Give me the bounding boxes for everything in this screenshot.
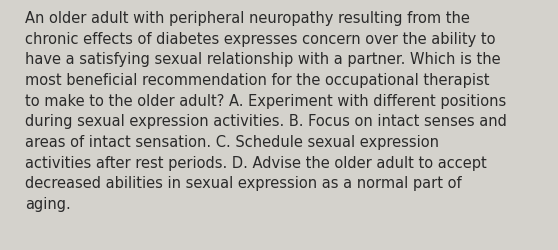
Text: An older adult with peripheral neuropathy resulting from the
chronic effects of : An older adult with peripheral neuropath… xyxy=(25,11,507,211)
